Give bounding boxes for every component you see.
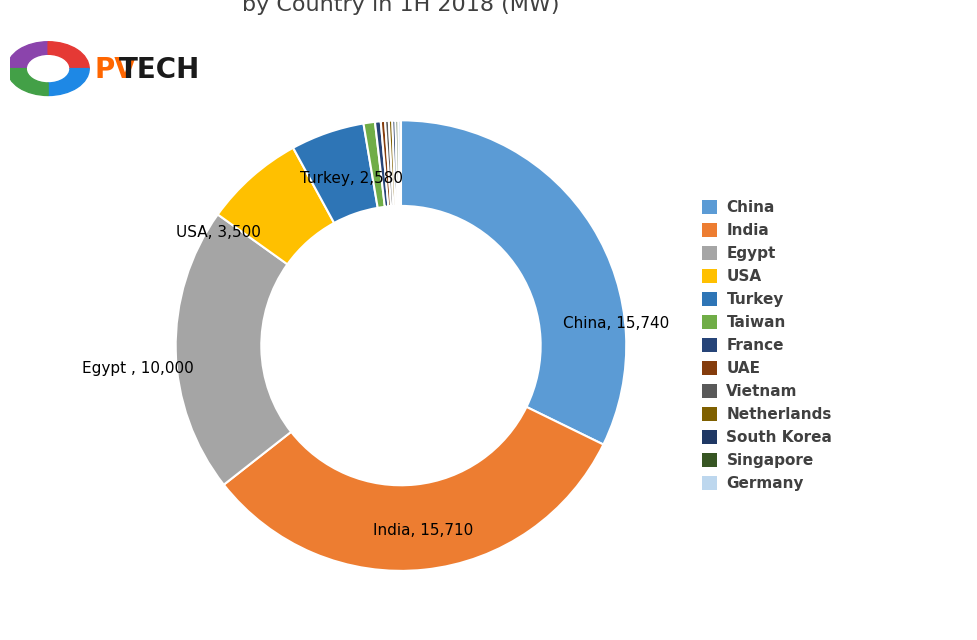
Wedge shape xyxy=(398,120,401,206)
Wedge shape xyxy=(395,120,399,206)
Text: TECH: TECH xyxy=(119,56,200,84)
Wedge shape xyxy=(389,120,395,206)
Wedge shape xyxy=(218,148,334,264)
Wedge shape xyxy=(401,120,625,445)
Wedge shape xyxy=(392,120,398,206)
Wedge shape xyxy=(48,68,89,95)
Wedge shape xyxy=(7,42,48,68)
Wedge shape xyxy=(224,407,603,571)
Wedge shape xyxy=(176,214,291,484)
Text: USA, 3,500: USA, 3,500 xyxy=(176,225,261,241)
Text: India, 15,710: India, 15,710 xyxy=(373,523,473,538)
Wedge shape xyxy=(385,121,393,206)
Text: Egypt , 10,000: Egypt , 10,000 xyxy=(82,360,193,376)
Wedge shape xyxy=(380,121,391,207)
Text: Turkey, 2,580: Turkey, 2,580 xyxy=(300,172,403,186)
Wedge shape xyxy=(363,122,384,208)
Wedge shape xyxy=(7,68,48,95)
Text: PV: PV xyxy=(95,56,136,84)
Wedge shape xyxy=(293,124,377,223)
Wedge shape xyxy=(48,42,89,68)
Title: Total Capacity Expansion Announcements
by Country in 1H 2018 (MW): Total Capacity Expansion Announcements b… xyxy=(168,0,633,15)
Wedge shape xyxy=(374,121,388,207)
Text: China, 15,740: China, 15,740 xyxy=(563,316,668,331)
Legend: China, India, Egypt, USA, Turkey, Taiwan, France, UAE, Vietnam, Netherlands, Sou: China, India, Egypt, USA, Turkey, Taiwan… xyxy=(696,194,837,497)
